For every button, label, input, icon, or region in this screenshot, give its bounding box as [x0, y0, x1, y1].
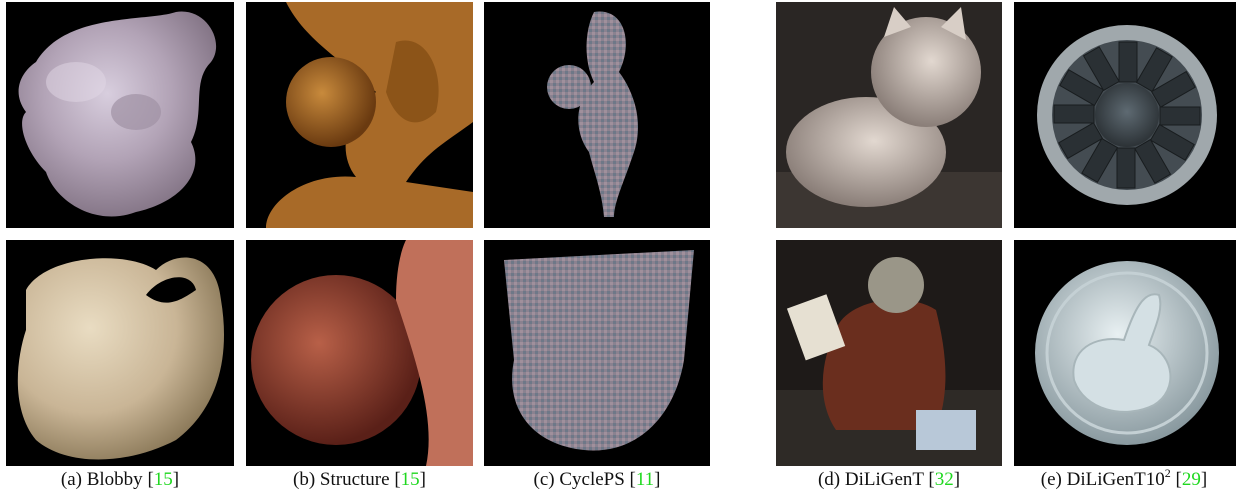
diligent102-image-top	[1014, 2, 1236, 228]
caption-structure: (b) Structure [15]	[293, 469, 426, 490]
caption-diligent: (d) DiLiGenT [32]	[817, 469, 961, 490]
diligent102-image-bottom	[1014, 240, 1236, 466]
diligent-image-top	[776, 2, 1002, 228]
caption-diligent102: (e) DiLiGenT102 [29]	[1040, 465, 1208, 490]
blobby-image-bottom	[6, 240, 234, 466]
reference-link[interactable]: 15	[153, 469, 173, 490]
diligent-image-bottom	[776, 240, 1002, 466]
reference-link[interactable]: 29	[1181, 469, 1201, 490]
caption-cycleps: (c) CyclePS [11]	[533, 469, 661, 490]
structure-image-top	[246, 2, 473, 228]
reference-link[interactable]: 15	[400, 469, 420, 490]
reference-link[interactable]: 32	[934, 469, 954, 490]
structure-image-bottom	[246, 240, 473, 466]
caption-blobby: (a) Blobby [15]	[60, 469, 180, 490]
cycleps-image-bottom	[484, 240, 710, 466]
reference-link[interactable]: 11	[635, 469, 655, 490]
cycleps-image-top	[484, 2, 710, 228]
blobby-image-top	[6, 2, 234, 228]
